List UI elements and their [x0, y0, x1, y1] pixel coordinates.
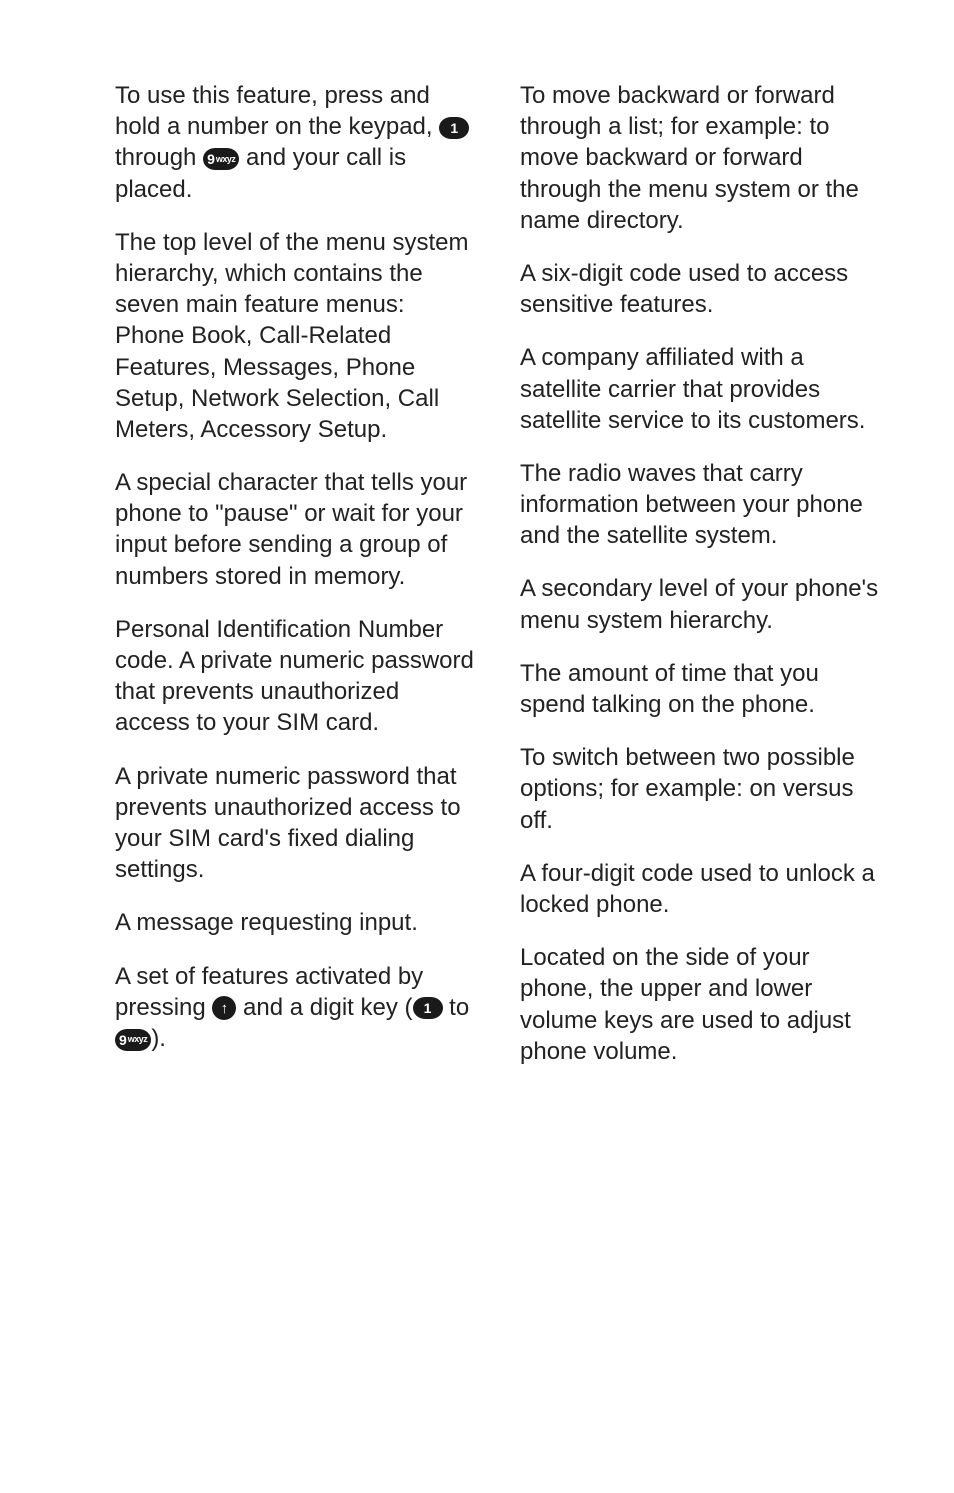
page: To use this feature, press and hold a nu… — [0, 0, 954, 1149]
up-arrow-key-icon: ↑ — [212, 996, 236, 1020]
entry-scroll: To move backward or forward through a li… — [520, 80, 885, 236]
entry-pin-code: Personal Identification Number code. A p… — [115, 614, 480, 739]
entry-security-code: A six-digit code used to access sensitiv… — [520, 258, 885, 320]
entry-talk-time: The amount of time that you spend talkin… — [520, 658, 885, 720]
def-scroll: To move backward or forward through a li… — [520, 82, 859, 234]
def-volume-keys: Located on the side of your phone, the u… — [520, 944, 851, 1065]
entry-service-provider: A company affiliated with a satellite ca… — [520, 342, 885, 436]
def-pin-code: Personal Identification Number code. A p… — [115, 616, 474, 737]
entry-quick-access: A set of features activated by pressing … — [115, 961, 480, 1055]
entry-toggle: To switch between two possible options; … — [520, 742, 885, 836]
def-toggle: To switch between two possible options; … — [520, 744, 855, 833]
def-part: ). — [151, 1025, 166, 1052]
entry-one-touch-dialing: To use this feature, press and hold a nu… — [115, 80, 480, 205]
def-part: through — [115, 144, 203, 171]
right-column: To move backward or forward through a li… — [520, 80, 885, 1089]
def-pause-char: A special character that tells your phon… — [115, 469, 467, 590]
keypad-9-icon: 9wxyz — [115, 1029, 151, 1051]
entry-pause-char: A special character that tells your phon… — [115, 467, 480, 592]
entry-pin2-code: A private numeric password that prevents… — [115, 761, 480, 886]
def-signal: The radio waves that carry information b… — [520, 460, 863, 549]
def-prompt: A message requesting input. — [115, 909, 418, 936]
def-part: and a digit key ( — [236, 994, 412, 1021]
def-pin2-code: A private numeric password that prevents… — [115, 763, 461, 884]
def-options-menu: The top level of the menu system hierarc… — [115, 229, 469, 443]
def-security-code: A six-digit code used to access sensitiv… — [520, 260, 848, 318]
keypad-1-icon: 1 — [413, 997, 443, 1019]
left-column: To use this feature, press and hold a nu… — [115, 80, 480, 1089]
keypad-1-icon: 1 — [439, 117, 469, 139]
def-service-provider: A company affiliated with a satellite ca… — [520, 344, 865, 433]
keypad-9-icon: 9wxyz — [203, 148, 239, 170]
entry-volume-keys: Located on the side of your phone, the u… — [520, 942, 885, 1067]
entry-unlock-code: A four-digit code used to unlock a locke… — [520, 858, 885, 920]
entry-signal: The radio waves that carry information b… — [520, 458, 885, 552]
entry-sub-menu: A secondary level of your phone's menu s… — [520, 573, 885, 635]
entry-prompt: A message requesting input. — [115, 907, 480, 938]
def-unlock-code: A four-digit code used to unlock a locke… — [520, 860, 875, 918]
def-sub-menu: A secondary level of your phone's menu s… — [520, 575, 878, 633]
def-part: To use this feature, press and hold a nu… — [115, 82, 439, 140]
entry-options-menu: The top level of the menu system hierarc… — [115, 227, 480, 445]
def-talk-time: The amount of time that you spend talkin… — [520, 660, 819, 718]
def-part: to — [443, 994, 470, 1021]
